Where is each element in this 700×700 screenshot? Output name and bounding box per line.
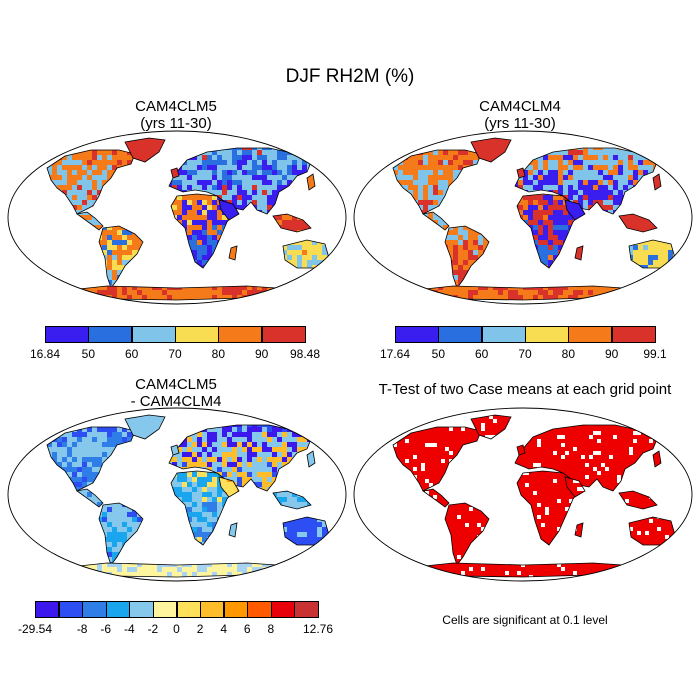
colorbar-panel2: 17.64 50 60 70 80 90 99.1	[395, 326, 655, 366]
colorbar-box	[45, 326, 89, 343]
colorbar-box	[59, 601, 83, 618]
colorbar-box	[218, 326, 262, 343]
panel3-title-line1: CAM4CLM5	[76, 376, 276, 393]
colorbar-box	[482, 326, 526, 343]
colorbar-difference: -29.54 -8 -6 -4 -2 0 2 4 6 8 12.76	[35, 601, 318, 641]
map-panel-cam4clm5	[7, 130, 347, 305]
colorbar-box	[82, 601, 106, 618]
map-panel-cam4clm4	[353, 130, 693, 305]
colorbar-box	[153, 601, 177, 618]
colorbar-box	[175, 326, 219, 343]
colorbar-label: 98.48	[275, 347, 335, 361]
panel1-title-line1: CAM4CLM5	[76, 98, 276, 115]
colorbar-box	[395, 326, 439, 343]
panel2-title: CAM4CLM4 (yrs 11-30)	[420, 98, 620, 132]
colorbar-box	[106, 601, 130, 618]
coastline	[679, 264, 687, 280]
map-panel-ttest	[353, 407, 693, 582]
colorbar-box	[247, 601, 271, 618]
panel2-title-line1: CAM4CLM4	[420, 98, 620, 115]
colorbar-box	[294, 601, 318, 618]
coastline	[333, 264, 341, 280]
panel1-title: CAM4CLM5 (yrs 11-30)	[76, 98, 276, 132]
colorbar-box	[262, 326, 306, 343]
map-panel-difference	[7, 407, 347, 582]
colorbar-box	[224, 601, 248, 618]
colorbar-box	[438, 326, 482, 343]
colorbar-box	[271, 601, 295, 618]
colorbar-box	[88, 326, 132, 343]
coastline	[333, 541, 341, 557]
figure-title: DJF RH2M (%)	[0, 66, 700, 88]
colorbar-label: 12.76	[288, 622, 348, 636]
colorbar-box	[568, 326, 612, 343]
coastline	[679, 541, 687, 557]
panel4-title: T-Test of two Case means at each grid po…	[350, 381, 700, 398]
colorbar-box	[35, 601, 59, 618]
colorbar-panel1: 16.84 50 60 70 80 90 98.48	[45, 326, 305, 366]
colorbar-label: 99.1	[625, 347, 685, 361]
colorbar-box	[132, 326, 176, 343]
colorbar-box	[129, 601, 153, 618]
colorbar-box	[177, 601, 201, 618]
significance-note: Cells are significant at 0.1 level	[350, 613, 700, 627]
colorbar-box	[525, 326, 569, 343]
colorbar-box	[612, 326, 656, 343]
colorbar-box	[200, 601, 224, 618]
panel3-title: CAM4CLM5 - CAM4CLM4	[76, 376, 276, 410]
